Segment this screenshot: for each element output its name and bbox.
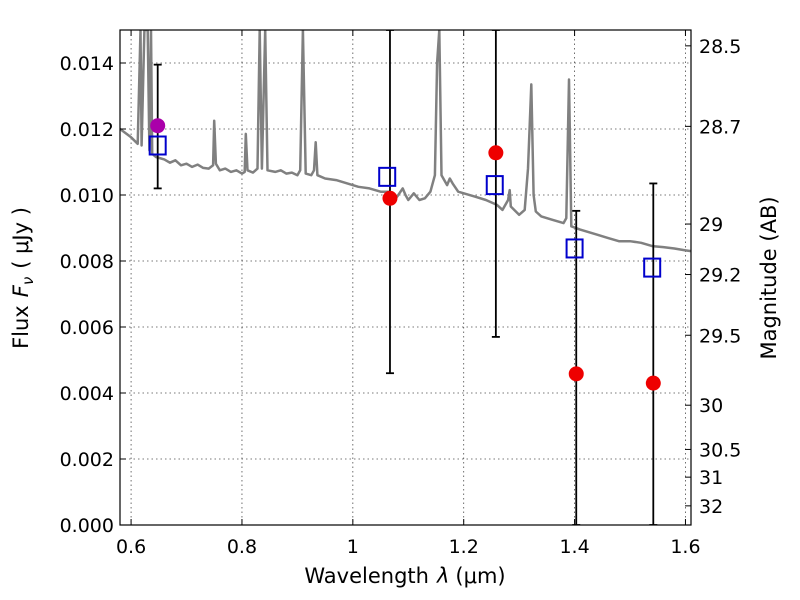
x-axis-label-prefix: Wavelength [304, 564, 429, 588]
y-tick-label: 0.014 [60, 53, 114, 75]
x-tick-label: 0.6 [116, 536, 146, 558]
model-flux-square [148, 135, 167, 156]
observed-flux-point [488, 145, 504, 161]
y-axis-label-sub: ν [19, 277, 37, 285]
grid [120, 30, 691, 526]
observed-flux-point [568, 366, 584, 382]
axis-ticks: 0.6 0.8 1 1.2 1.4 1.6 0.000 0.002 0.004 0.006 0.00… [60, 30, 741, 558]
y-tick-label: 0.004 [60, 383, 114, 405]
y-tick-label: 0.006 [60, 317, 114, 339]
mag-tick-label: 29.2 [699, 265, 741, 287]
mag-tick-label: 30.5 [699, 439, 741, 461]
mag-tick-label: 32 [699, 496, 723, 518]
model-flux-square [485, 175, 504, 196]
y-tick-label: 0.010 [60, 185, 114, 207]
plot-area [120, 30, 691, 525]
sed-model-line [120, 30, 691, 253]
observed-flux-point [382, 190, 398, 206]
mag-tick-label: 31 [699, 467, 723, 489]
x-axis-label: Wavelength λ (μm) [304, 564, 505, 588]
y-tick-label: 0.008 [60, 251, 114, 273]
x-tick-label: 0.8 [227, 536, 257, 558]
plot-frame [119, 29, 692, 526]
observed-flux-point [150, 118, 166, 134]
x-tick-label: 1 [347, 536, 359, 558]
mag-tick-label: 28.5 [699, 36, 741, 58]
y-axis-label: Flux Fν ( μJy ) [9, 207, 37, 349]
y-axis-label-units: ( μJy ) [9, 207, 33, 269]
x-tick-label: 1.2 [449, 536, 479, 558]
y-axis-label-prefix: Flux [9, 305, 33, 349]
observed-flux-point [645, 375, 661, 391]
mag-tick-label: 30 [699, 395, 723, 417]
model-flux-square [643, 257, 662, 278]
model-flux-square [378, 166, 397, 187]
y-tick-label: 0.000 [60, 515, 114, 537]
y-axis-label-var: F [9, 284, 33, 297]
x-axis-label-units: (μm) [455, 564, 505, 588]
y-right-axis-label: Magnitude (AB) [757, 196, 781, 359]
mag-tick-label: 28.7 [699, 116, 741, 138]
x-tick-label: 1.6 [670, 536, 700, 558]
model-flux-square [565, 238, 584, 259]
mag-tick-label: 29.5 [699, 325, 741, 347]
x-axis-label-var: λ [436, 564, 449, 588]
mag-tick-label: 29 [699, 214, 723, 236]
y-tick-label: 0.002 [60, 449, 114, 471]
x-tick-label: 1.4 [559, 536, 589, 558]
y-tick-label: 0.012 [60, 119, 114, 141]
